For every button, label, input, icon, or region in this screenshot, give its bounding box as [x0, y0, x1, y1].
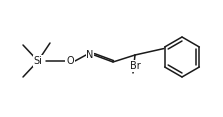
- Text: O: O: [66, 56, 74, 66]
- Text: Si: Si: [34, 56, 42, 66]
- Text: N: N: [86, 50, 94, 60]
- Text: Br: Br: [130, 61, 140, 71]
